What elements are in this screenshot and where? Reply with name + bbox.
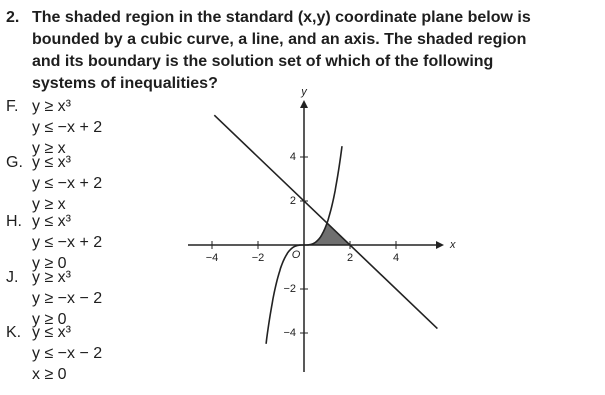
inequality: y ≥ x [32,140,66,157]
inequality: y ≥ x [32,196,66,213]
x-tick-label: 4 [393,252,399,264]
y-axis-label: y [300,86,308,98]
option-letter: K. [6,324,21,341]
y-tick-label: 4 [290,151,296,163]
inequality: y ≥ 0 [32,311,67,328]
inequality: y ≤ −x − 2 [32,345,102,362]
x-tick-label: −2 [252,252,265,264]
options: F. y ≥ x³ y ≤ −x + 2 y ≥ x G. y ≤ x³ y ≤ −x + … [6,98,102,383]
x-tick-label: 2 [347,252,353,264]
inequality: y ≤ −x + 2 [32,119,102,136]
option-letter: F. [6,98,18,115]
option-letter: J. [6,269,18,286]
y-tick-label: −2 [283,283,296,295]
y-tick-label: −4 [283,327,296,339]
inequality: y ≤ −x + 2 [32,234,102,251]
question-line: The shaded region in the standard (x,y) … [32,9,531,26]
question-line: systems of inequalities? [32,75,218,92]
graph: x y O −4 −2 2 4 4 2 −2 −4 [188,86,456,372]
inequality: y ≥ −x − 2 [32,290,102,307]
option-letter: H. [6,213,22,230]
question-line: and its boundary is the solution set of … [32,53,493,70]
question-number: 2. [6,9,19,26]
x-tick-label: −4 [206,252,219,264]
origin-label: O [292,249,301,261]
inequality: y ≥ x³ [32,98,72,115]
inequality: y ≤ −x + 2 [32,175,102,192]
option-letter: G. [6,154,23,171]
question-line: bounded by a cubic curve, a line, and an… [32,31,526,48]
question-text: The shaded region in the standard (x,y) … [32,9,531,92]
x-arrow [436,241,444,249]
y-tick-label: 2 [290,195,296,207]
cubic-curve [265,146,343,344]
inequality: y ≤ x³ [32,154,72,171]
inequality: y ≥ x³ [32,269,72,286]
inequality: y ≥ 0 [32,255,67,272]
inequality: x ≥ 0 [32,366,67,383]
shaded-region [304,223,350,245]
inequality: y ≤ x³ [32,324,72,341]
boundary-line [213,114,438,330]
inequality: y ≤ x³ [32,213,72,230]
x-axis-label: x [449,239,456,251]
y-arrow [300,100,308,108]
